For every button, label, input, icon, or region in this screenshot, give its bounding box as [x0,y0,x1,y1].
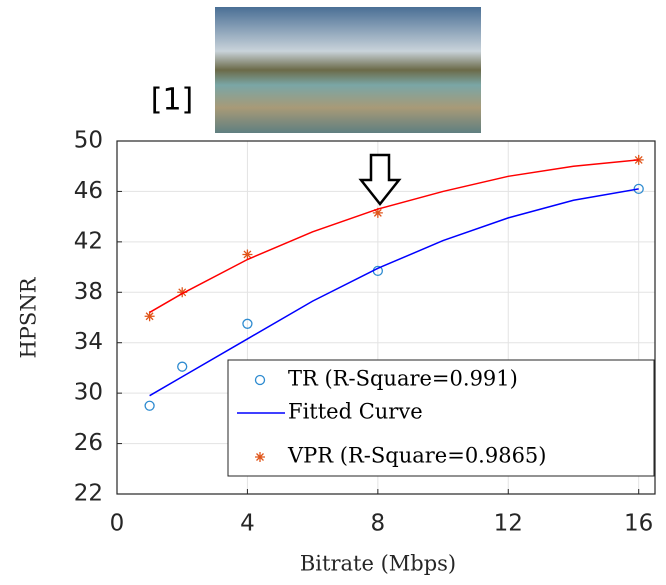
plot-area: 22 26 30 34 38 42 46 50 0 4 8 12 16 TR (R-Square=0.99… [74,128,656,537]
y-tick-label: 38 [74,279,103,305]
data-point [633,183,644,195]
panorama-thumbnail [215,7,481,133]
axes-box [116,140,656,495]
x-tick-label: 8 [371,511,386,537]
legend-swatch [255,452,265,462]
data-point [177,287,188,298]
highlight-arrow [358,153,402,207]
data-point [177,361,188,372]
data-point [372,207,383,218]
y-tick-label: 30 [74,380,103,406]
fitted-curve [149,159,639,314]
legend-swatch [254,374,266,386]
x-tick-label: 16 [624,511,653,537]
data-point [144,311,155,322]
y-axis-label: HPSNR [17,276,41,358]
data-point [242,318,253,329]
y-tick-label: 22 [74,481,103,507]
fitted-curve [149,188,639,397]
legend-label: VPR (R-Square=0.9865) [287,444,547,468]
y-tick-label: 42 [74,228,103,254]
y-tick-label: 26 [74,430,103,456]
data-point [242,249,253,260]
legend-label: Fitted Curve [288,400,423,424]
legend-label: TR (R-Square=0.991) [288,367,518,391]
x-tick-label: 0 [110,511,125,537]
legend-box [227,359,655,477]
y-tick-label: 46 [74,178,103,204]
data-point [144,400,155,411]
x-tick-label: 4 [240,511,255,537]
x-tick-label: 12 [494,511,523,537]
y-tick-label: 50 [74,128,103,154]
legend: TR (R-Square=0.991) Fitted Curve VPR (R-Sq… [227,359,655,477]
reference-label: [1] [151,83,194,118]
y-tick-label: 34 [74,329,103,355]
x-axis-label: Bitrate (Mbps) [300,552,456,576]
